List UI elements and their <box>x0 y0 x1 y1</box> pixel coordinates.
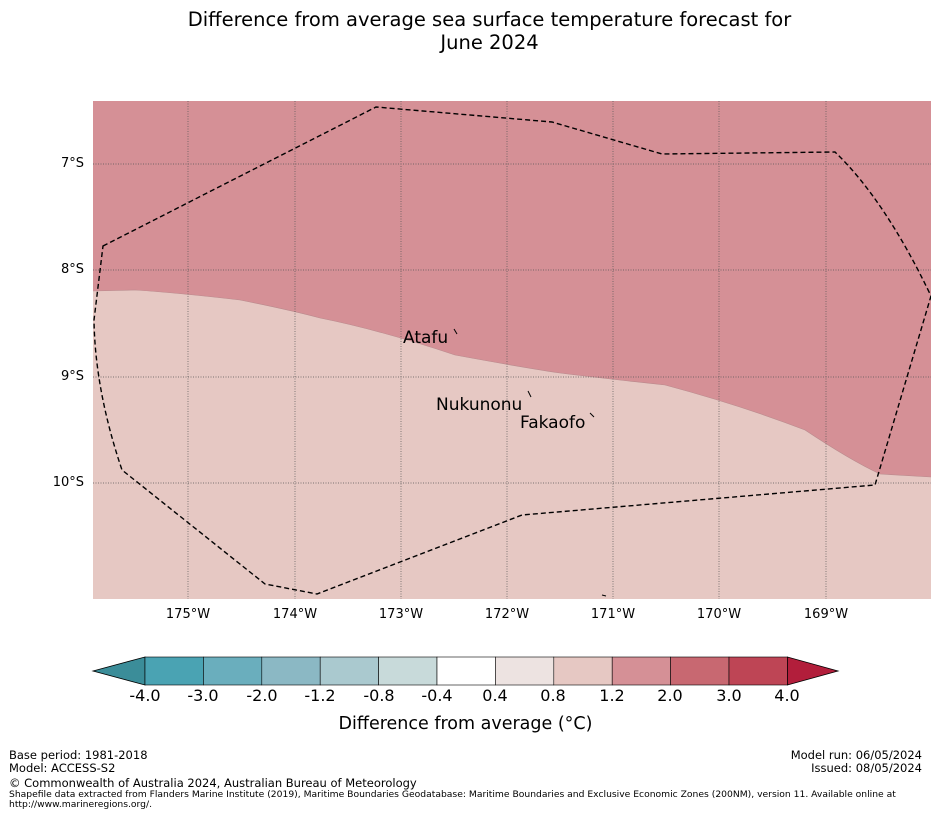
colorbar-tick: 1.2 <box>599 686 625 705</box>
colorbar-extend-high <box>787 656 840 686</box>
place-label-fakaofo: Fakaofo <box>520 413 586 433</box>
colorbar-tick: 3.0 <box>716 686 742 705</box>
lat-label-9s: 9°S <box>60 369 84 384</box>
warm-anomaly-region <box>93 101 931 477</box>
colorbar-tick: -3.0 <box>187 686 219 705</box>
colorbar-tick: -2.0 <box>246 686 278 705</box>
fakaofo-marker <box>589 412 595 418</box>
lat-label-8s: 8°S <box>60 262 84 277</box>
colorbar-tick: -1.2 <box>304 686 336 705</box>
colorbar-tick: -4.0 <box>129 686 161 705</box>
lon-label-170w: 170°W <box>696 607 742 622</box>
colorbar-label: Difference from average (°C) <box>338 714 593 734</box>
atafu-marker <box>453 328 458 335</box>
issued-date: Issued: 08/05/2024 <box>811 761 922 775</box>
model-run: Model run: 06/05/2024 <box>790 748 922 762</box>
copyright: © Commonwealth of Australia 2024, Austra… <box>9 776 417 790</box>
colorbar-segment <box>436 656 496 686</box>
colorbar-extend-low <box>91 656 146 686</box>
chart-title: Difference from average sea surface temp… <box>0 8 931 54</box>
colorbar-segment <box>670 656 730 686</box>
lon-label-172w: 172°W <box>484 607 530 622</box>
colorbar-tick: 4.0 <box>774 686 800 705</box>
lon-label-173w: 173°W <box>378 607 424 622</box>
lon-label-171w: 171°W <box>590 607 636 622</box>
colorbar-segment <box>261 656 321 686</box>
colorbar-segment <box>553 656 613 686</box>
shapefile-credit-2: http://www.marineregions.org/. <box>9 799 152 810</box>
small-island-mark <box>601 594 607 597</box>
colorbar-segment <box>203 656 263 686</box>
lon-label-169w: 169°W <box>803 607 849 622</box>
place-label-atafu: Atafu <box>403 328 449 348</box>
lat-label-10s: 10°S <box>52 475 84 490</box>
colorbar-segment <box>611 656 671 686</box>
gridlines <box>93 101 931 599</box>
anomaly-contour-edge <box>93 289 931 478</box>
title-line-2: June 2024 <box>440 31 539 54</box>
title-line-1: Difference from average sea surface temp… <box>187 8 792 31</box>
colorbar-tick: 0.8 <box>540 686 566 705</box>
colorbar-tick: -0.8 <box>363 686 395 705</box>
colorbar <box>91 656 840 686</box>
shapefile-credit-1: Shapefile data extracted from Flanders M… <box>9 789 896 800</box>
nukunonu-marker <box>527 390 532 398</box>
place-label-nukunonu: Nukunonu <box>436 395 523 415</box>
lon-label-174w: 174°W <box>272 607 318 622</box>
colorbar-segment <box>319 656 379 686</box>
colorbar-tick: -0.4 <box>421 686 453 705</box>
eez-boundary <box>93 106 931 595</box>
colorbar-segment <box>378 656 438 686</box>
colorbar-tick: 0.4 <box>482 686 508 705</box>
colorbar-segment <box>495 656 555 686</box>
lon-label-175w: 175°W <box>165 607 211 622</box>
colorbar-segment <box>144 656 204 686</box>
model-name: Model: ACCESS-S2 <box>9 761 116 775</box>
base-period: Base period: 1981-2018 <box>9 748 148 762</box>
lat-label-7s: 7°S <box>60 156 84 171</box>
colorbar-tick: 2.0 <box>657 686 683 705</box>
colorbar-segment <box>728 656 788 686</box>
